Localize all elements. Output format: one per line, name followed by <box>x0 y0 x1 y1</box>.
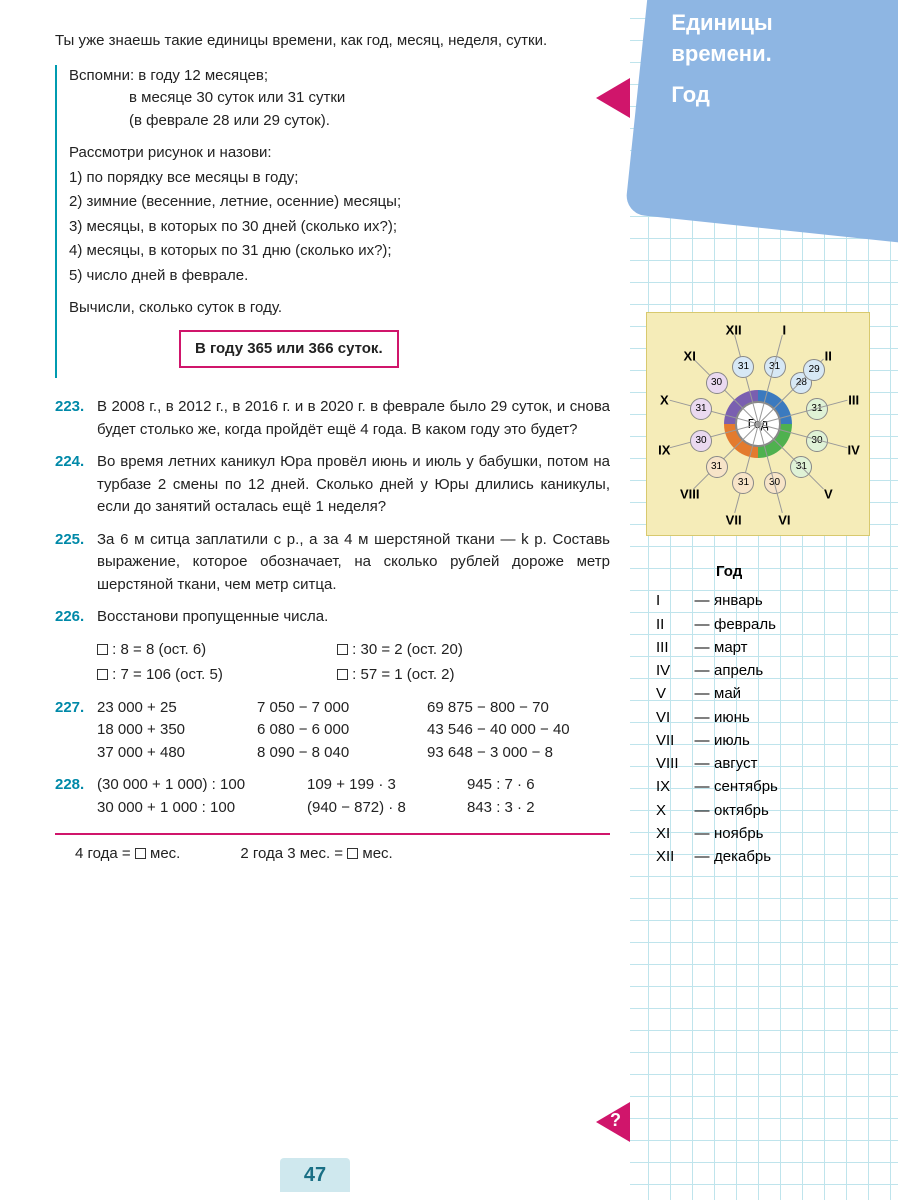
month-roman: V <box>824 487 833 502</box>
task-228: 228. (30 000 + 1 000) : 100109 + 199 · 3… <box>55 774 610 819</box>
month-roman: VI <box>778 512 790 527</box>
task-num: 226. <box>55 606 97 629</box>
recall-block: Вспомни: в году 12 месяцев; в месяце 30 … <box>55 65 610 379</box>
task-226: 226. Восстанови пропущенные числа. <box>55 606 610 629</box>
triangle-marker-icon <box>596 78 630 118</box>
month-roman: I <box>783 323 787 338</box>
month-row: XII—декабрь <box>656 845 778 868</box>
list-3: 3) месяцы, в которых по 30 дней (сколько… <box>69 216 610 239</box>
month-roman: IX <box>658 443 670 458</box>
recall-lead: Вспомни: в году 12 месяцев; <box>69 65 610 88</box>
days-bubble: 31 <box>732 472 754 494</box>
task-num: 223. <box>55 396 97 441</box>
calc-prompt: Вычисли, сколько суток в году. <box>69 297 610 320</box>
month-roman: XI <box>684 348 696 363</box>
month-roman: VII <box>726 512 742 527</box>
eq226-row1: : 8 = 8 (ост. 6) : 30 = 2 (ост. 20) <box>97 639 610 662</box>
intro-text: Ты уже знаешь такие единицы времени, как… <box>55 30 610 53</box>
month-row: II—февраль <box>656 613 778 636</box>
blank-icon <box>337 644 348 655</box>
month-roman: XII <box>726 323 742 338</box>
blank-icon <box>97 669 108 680</box>
chapter-title: Единицы времени. Год <box>671 8 772 110</box>
task-body: 23 000 + 257 050 − 7 00069 875 − 800 − 7… <box>97 697 610 765</box>
task-224: 224. Во время летних каникул Юра провёл … <box>55 451 610 519</box>
footer-q1: 4 года = мес. <box>75 843 180 866</box>
month-table-header: Год <box>716 560 778 583</box>
list-2: 2) зимние (весенние, летние, осенние) ме… <box>69 191 610 214</box>
consider: Рассмотри рисунок и назови: <box>69 142 610 165</box>
month-row: VIII—август <box>656 752 778 775</box>
task-body: Восстанови пропущенные числа. <box>97 606 610 629</box>
task-body: Во время летних каникул Юра провёл июнь … <box>97 451 610 519</box>
month-row: IX—сентябрь <box>656 775 778 798</box>
month-table: Год I—январьII—февральIII—мартIV—апрельV… <box>656 560 778 868</box>
task-body: За 6 м ситца заплатили c р., а за 4 м ше… <box>97 529 610 597</box>
days-bubble-feb29: 29 <box>803 359 825 381</box>
year-diagram: Год I31II28III31IV30V31VI30VII31VIII31IX… <box>646 312 870 536</box>
blank-icon <box>347 848 358 859</box>
month-row: X—октябрь <box>656 799 778 822</box>
page-number: 47 <box>280 1158 350 1192</box>
question-marker-icon <box>596 1102 630 1142</box>
month-roman: VIII <box>680 487 700 502</box>
list-5: 5) число дней в феврале. <box>69 265 610 288</box>
task-num: 228. <box>55 774 97 819</box>
month-roman: II <box>825 348 832 363</box>
sidebar: Единицы времени. Год Год I31II28III31IV3… <box>630 0 898 1200</box>
month-row: IV—апрель <box>656 659 778 682</box>
rule-box: В году 365 или 366 суток. <box>179 330 399 369</box>
divider <box>55 833 610 835</box>
blank-icon <box>135 848 146 859</box>
days-bubble: 30 <box>706 372 728 394</box>
days-bubble: 31 <box>706 456 728 478</box>
blank-icon <box>337 669 348 680</box>
task-num: 224. <box>55 451 97 519</box>
month-row: V—май <box>656 682 778 705</box>
list-1: 1) по порядку все месяцы в году; <box>69 167 610 190</box>
task-223: 223. В 2008 г., в 2012 г., в 2016 г. и в… <box>55 396 610 441</box>
recall-l2: в месяце 30 суток или 31 сутки <box>69 87 610 110</box>
task-body: В 2008 г., в 2012 г., в 2016 г. и в 2020… <box>97 396 610 441</box>
month-row: XI—ноябрь <box>656 822 778 845</box>
month-row: VI—июнь <box>656 706 778 729</box>
month-row: VII—июль <box>656 729 778 752</box>
list-4: 4) месяцы, в которых по 31 дню (сколько … <box>69 240 610 263</box>
month-roman: III <box>848 392 859 407</box>
eq226-row2: : 7 = 106 (ост. 5) : 57 = 1 (ост. 2) <box>97 664 610 687</box>
month-roman: X <box>660 392 669 407</box>
main-column: Ты уже знаешь такие единицы времени, как… <box>0 0 630 1200</box>
days-bubble: 30 <box>690 430 712 452</box>
days-bubble: 31 <box>690 398 712 420</box>
footer-questions: 4 года = мес. 2 года 3 мес. = мес. <box>55 843 610 866</box>
blank-icon <box>97 644 108 655</box>
days-bubble: 31 <box>732 356 754 378</box>
month-row: I—январь <box>656 589 778 612</box>
recall-l3: (в феврале 28 или 29 суток). <box>69 110 610 133</box>
task-225: 225. За 6 м ситца заплатили c р., а за 4… <box>55 529 610 597</box>
task-body: (30 000 + 1 000) : 100109 + 199 · 3945 :… <box>97 774 610 819</box>
task-num: 225. <box>55 529 97 597</box>
footer-q2: 2 года 3 мес. = мес. <box>240 843 392 866</box>
task-num: 227. <box>55 697 97 765</box>
month-roman: IV <box>848 443 860 458</box>
chapter-panel: Единицы времени. Год <box>625 0 898 245</box>
task-227: 227. 23 000 + 257 050 − 7 00069 875 − 80… <box>55 697 610 765</box>
month-row: III—март <box>656 636 778 659</box>
